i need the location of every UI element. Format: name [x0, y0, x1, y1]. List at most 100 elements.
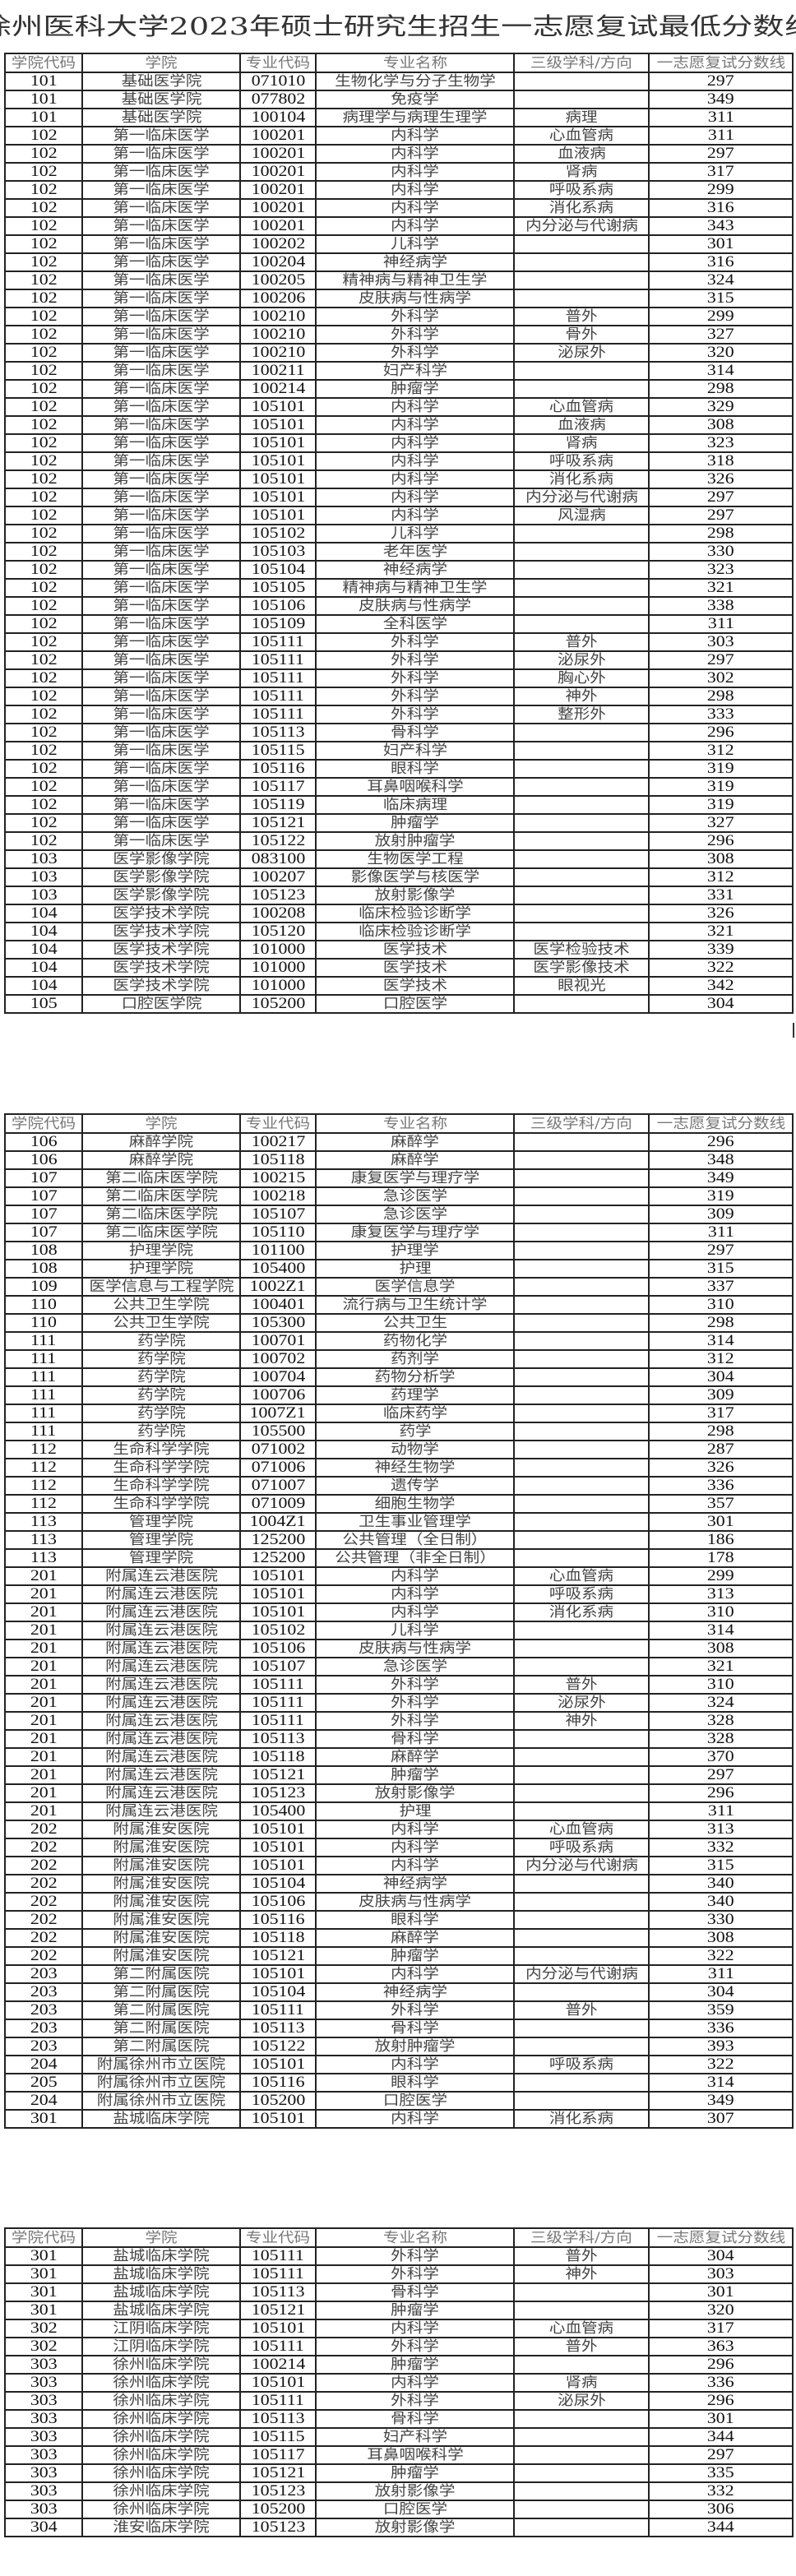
cell-major-name: 内科学	[315, 2055, 515, 2074]
cell-college: 第一临床医学	[81, 289, 241, 308]
cell-text: 消化系病	[548, 1604, 614, 1621]
cell-text: 327	[707, 814, 734, 831]
cell-college: 附属淮安医院	[81, 1910, 241, 1930]
cell-text: 311	[707, 127, 734, 144]
cell-college-code: 201	[4, 1747, 83, 1767]
cell-text: 105111	[252, 687, 304, 705]
cell-college: 药学院	[81, 1331, 241, 1351]
cell-text: 344	[707, 2428, 734, 2445]
cell-college: 第二附属医院	[81, 2037, 241, 2056]
cell-text: 113	[30, 1549, 57, 1566]
table-row: 109 医学信息与工程学院 1002Z1 医学信息学 337	[4, 1277, 794, 1297]
cell-min-score: 306	[648, 2500, 794, 2519]
cell-sub-discipline	[513, 2463, 650, 2483]
cell-text: 102	[30, 687, 58, 705]
cell-major-name: 内科学	[315, 180, 515, 200]
cell-college-code: 102	[4, 578, 83, 598]
table-row: 201 附属连云港医院 105102 儿科学 314	[4, 1621, 794, 1640]
table-row: 102 第一临床医学 105117 耳鼻咽喉科学 319	[4, 777, 794, 797]
cell-text: 301	[30, 2265, 58, 2282]
cell-sub-discipline	[513, 1259, 650, 1279]
cell-text: 普外	[565, 634, 598, 650]
cell-min-score: 335	[648, 2463, 794, 2483]
table-row: 111 药学院 1007Z1 临床药学 317	[4, 1404, 794, 1423]
cell-major-name: 公共卫生	[315, 1313, 515, 1333]
cell-major-code: 100217	[239, 1132, 317, 1152]
cell-text: 第一临床医学	[113, 779, 210, 795]
cell-text: 第一临床医学	[113, 634, 210, 650]
cell-text: 105111	[252, 1694, 304, 1711]
cell-text: 外科学	[391, 634, 439, 650]
cell-sub-discipline	[513, 2091, 650, 2111]
cell-college: 盐城临床学院	[81, 2301, 241, 2320]
cell-major-name: 内科学	[315, 2373, 515, 2393]
cell-min-score: 318	[648, 451, 794, 471]
table-row: 201 附属连云港医院 105400 护理 311	[4, 1801, 794, 1821]
cell-text: 第一临床医学	[113, 706, 210, 723]
cell-college-code: 201	[4, 1639, 83, 1658]
cell-major-name: 麻醉学	[315, 1928, 515, 1948]
cell-min-score: 296	[648, 2391, 794, 2411]
cell-major-code: 105116	[239, 1910, 317, 1930]
cell-sub-discipline: 心血管病	[513, 1566, 650, 1586]
cell-text: 公共管理（非全日制）	[334, 1550, 496, 1566]
table-row: 103 医学影像学院 105123 放射影像学 331	[4, 886, 794, 905]
cell-text: 内科学	[391, 218, 439, 234]
header-label: 专业名称	[382, 1115, 447, 1132]
cell-sub-discipline: 医学检验技术	[513, 940, 650, 960]
cell-min-score: 311	[648, 126, 794, 146]
cell-text: 泌尿外	[557, 1695, 606, 1711]
cell-text: 311	[707, 1223, 734, 1241]
cell-text: 105111	[252, 651, 304, 668]
cell-min-score: 320	[648, 343, 794, 363]
cell-text: 071007	[251, 1477, 305, 1494]
cell-text: 药物分析学	[374, 1369, 456, 1385]
cell-text: 108	[30, 1260, 58, 1277]
cell-college-code: 301	[4, 2301, 83, 2320]
cell-major-name: 外科学	[315, 1711, 515, 1731]
cell-major-code: 105103	[239, 542, 317, 562]
cell-text: 病理学与病理生理学	[342, 109, 488, 126]
cell-major-code: 105101	[239, 1602, 317, 1622]
table-row: 102 第一临床医学 105102 儿科学 298	[4, 524, 794, 543]
cell-text: 1004Z1	[250, 1513, 306, 1530]
cell-text: 110	[30, 1296, 57, 1313]
cell-text: 内科学	[391, 2111, 439, 2127]
cell-major-code: 105118	[239, 1747, 317, 1767]
cell-text: 370	[707, 1748, 734, 1765]
table-row: 111 药学院 100701 药物化学 314	[4, 1331, 794, 1351]
cell-text: 309	[707, 1386, 734, 1404]
cell-text: 312	[707, 868, 734, 886]
cell-min-score: 311	[648, 108, 794, 127]
cell-sub-discipline	[513, 2282, 650, 2302]
cell-sub-discipline	[513, 1295, 650, 1315]
table-row: 102 第一临床医学 105104 神经病学 323	[4, 560, 794, 580]
cell-text: 297	[707, 1766, 734, 1783]
table-row: 101 基础医学院 100104 病理学与病理生理学 病理 311	[4, 108, 794, 127]
cell-college: 江阴临床学院	[81, 2337, 241, 2356]
cell-college: 第一临床医学	[81, 705, 241, 724]
cell-text: 109	[30, 1278, 58, 1295]
table-row: 303 徐州临床学院 105200 口腔医学 306	[4, 2500, 794, 2519]
cell-min-score: 311	[648, 614, 794, 634]
cell-text: 神经病学	[382, 254, 447, 271]
cell-college-code: 102	[4, 723, 83, 742]
table-row: 102 第一临床医学 105101 内科学 消化系病 326	[4, 469, 794, 489]
cell-text: 附属徐州市立医院	[96, 2074, 226, 2091]
cell-major-name: 内科学	[315, 433, 515, 453]
cell-text: 336	[707, 1477, 734, 1494]
cell-sub-discipline: 神外	[513, 687, 650, 706]
table-row: 102 第一临床医学 105111 外科学 整形外 333	[4, 705, 794, 724]
cell-text: 111	[30, 1404, 57, 1422]
header-label: 专业代码	[245, 54, 311, 72]
cell-text: 100210	[251, 326, 305, 343]
cell-min-score: 323	[648, 560, 794, 580]
cell-major-name: 临床药学	[315, 1404, 515, 1423]
cell-major-code: 105101	[239, 2373, 317, 2393]
cell-college: 徐州临床学院	[81, 2500, 241, 2519]
cell-college-code: 106	[4, 1132, 83, 1152]
cell-text: 204	[30, 2056, 58, 2073]
cell-text: 皮肤病与性病学	[359, 598, 471, 614]
header-label: 一志愿复试分数线	[656, 54, 785, 72]
table-row: 201 附属连云港医院 105106 皮肤病与性病学 308	[4, 1639, 794, 1658]
